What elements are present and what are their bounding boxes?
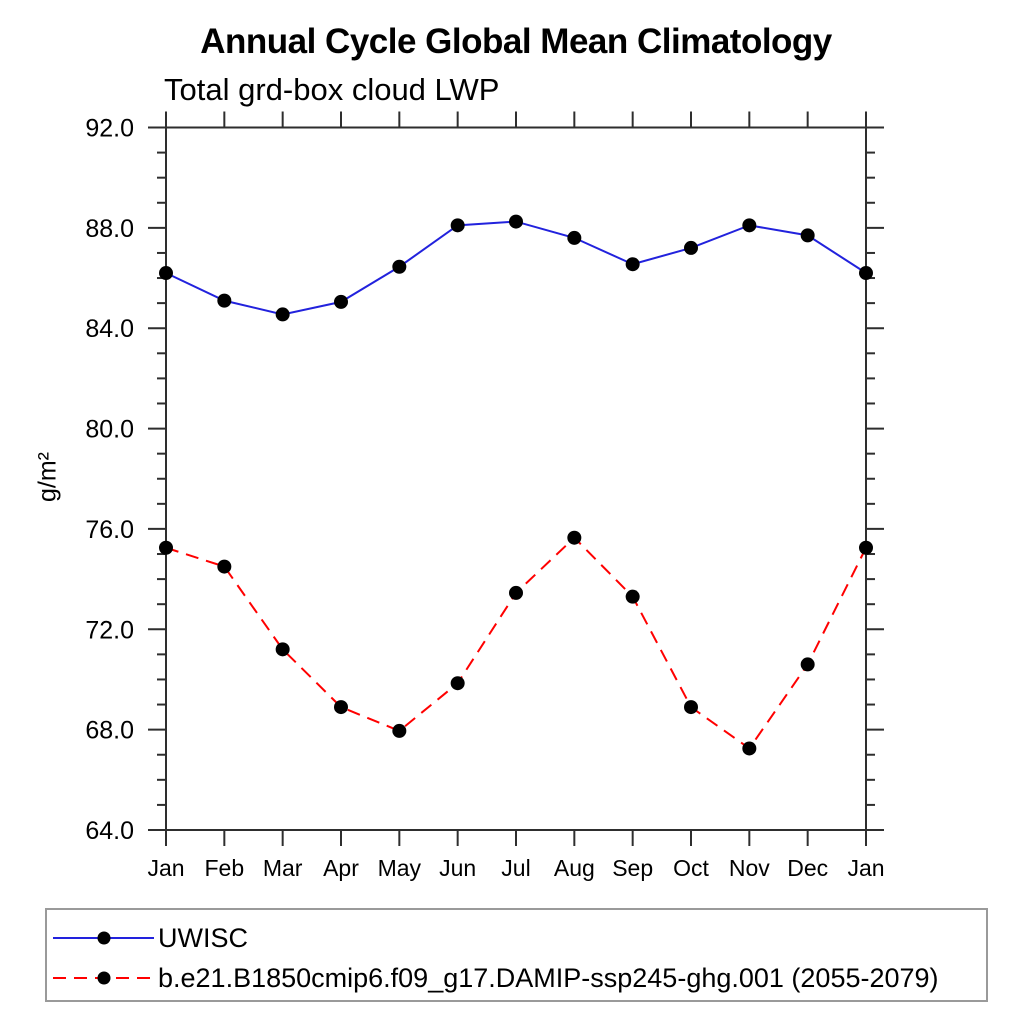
x-axis-tick-label: Aug [554, 855, 595, 881]
legend: UWISC b.e21.B1850cmip6.f09_g17.DAMIP-ssp2… [45, 908, 988, 1002]
chart-title: Annual Cycle Global Mean Climatology [200, 22, 832, 61]
legend-label: b.e21.B1850cmip6.f09_g17.DAMIP-ssp245-gh… [158, 962, 939, 993]
y-axis-tick-label: 68.0 [85, 717, 134, 745]
x-axis-tick-label: Nov [729, 855, 770, 881]
x-axis-tick-label: Jul [501, 855, 530, 881]
legend-item: b.e21.B1850cmip6.f09_g17.DAMIP-ssp245-gh… [51, 962, 986, 993]
x-axis-tick-label: Dec [787, 855, 828, 881]
data-point [859, 540, 873, 555]
data-point [742, 741, 757, 756]
data-point [742, 218, 757, 233]
legend-item: UWISC [51, 922, 986, 953]
data-point [859, 266, 873, 281]
legend-swatch [53, 971, 154, 985]
data-point [217, 293, 232, 308]
data-point [392, 723, 407, 738]
y-axis-tick-label: 76.0 [85, 516, 134, 544]
y-axis-tick-label: 80.0 [85, 416, 134, 444]
legend-swatch [53, 931, 154, 945]
legend-label: UWISC [158, 922, 248, 953]
y-axis-tick-label: 64.0 [85, 817, 134, 845]
x-axis-tick-label: Jun [439, 855, 476, 881]
x-axis-tick-label: Sep [612, 855, 653, 881]
x-axis-tick-label: Jan [147, 855, 184, 881]
data-point [334, 700, 348, 715]
x-axis-tick-label: Apr [323, 855, 359, 881]
legend-marker [97, 931, 111, 945]
data-point [509, 585, 523, 600]
series-line-0 [165, 220, 867, 316]
data-point [800, 228, 815, 243]
y-axis-tick-label: 92.0 [85, 115, 134, 143]
plot-frame [165, 126, 867, 831]
data-point [509, 214, 523, 229]
data-point [450, 676, 465, 691]
data-point [800, 657, 815, 672]
data-point [625, 257, 640, 272]
data-point [275, 642, 290, 657]
data-point [217, 559, 232, 574]
data-point [684, 700, 698, 715]
data-point [625, 589, 640, 604]
data-point [392, 259, 407, 274]
legend-marker [97, 971, 111, 985]
x-axis-tick-label: Oct [673, 855, 709, 881]
data-point [159, 540, 173, 555]
data-point [567, 230, 582, 245]
x-axis-tick-label: Jan [847, 855, 884, 881]
x-axis-tick-label: Mar [263, 855, 303, 881]
data-point [159, 266, 173, 281]
y-axis-tick-label: 72.0 [85, 616, 134, 644]
data-point [450, 218, 465, 233]
series-line-1 [165, 536, 867, 750]
x-axis-tick-label: May [378, 855, 422, 881]
y-axis-tick-label: 84.0 [85, 315, 134, 343]
data-point [334, 294, 348, 309]
data-point [275, 307, 290, 322]
y-axis-tick-label: 88.0 [85, 215, 134, 243]
data-point [684, 240, 698, 255]
chart-subtitle: Total grd-box cloud LWP [164, 72, 500, 107]
data-point [567, 530, 582, 545]
x-axis-tick-label: Feb [205, 855, 245, 881]
